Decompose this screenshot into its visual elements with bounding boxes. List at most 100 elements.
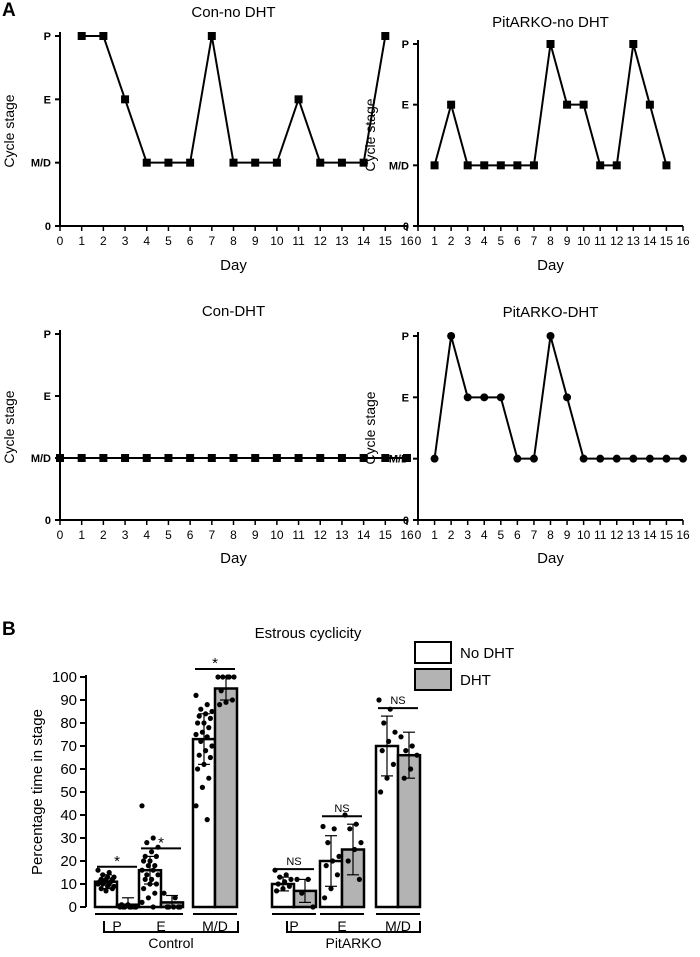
data-point — [100, 881, 106, 887]
data-point — [172, 895, 178, 901]
data-point — [77, 454, 86, 462]
data-point — [229, 454, 238, 462]
y-tick-label: 30 — [60, 830, 77, 847]
x-tick-label: 0 — [57, 528, 64, 542]
data-point — [95, 867, 101, 873]
data-point — [299, 890, 305, 896]
x-tick-label: 0 — [415, 528, 422, 542]
data-point — [217, 702, 223, 708]
data-point — [139, 867, 145, 873]
chart-title: PitARKO-DHT — [503, 304, 599, 321]
data-point — [563, 100, 572, 109]
x-tick-label: 11 — [292, 234, 305, 248]
data-point — [294, 876, 300, 883]
data-point — [229, 697, 235, 703]
data-point — [150, 835, 156, 841]
y-tick-label: E — [44, 94, 51, 106]
x-tick-label: 15 — [379, 528, 393, 542]
data-point — [99, 32, 108, 40]
series-line — [433, 335, 683, 460]
x-tick-label: 3 — [464, 528, 471, 542]
data-point — [612, 454, 621, 463]
data-point — [529, 161, 538, 170]
data-point — [195, 720, 201, 726]
x-tick-label: 10 — [270, 528, 284, 542]
data-point — [275, 881, 281, 887]
x-tick-label: 14 — [643, 528, 657, 542]
data-point — [198, 706, 204, 712]
x-axis-label: Day — [220, 550, 247, 567]
category-label: P — [289, 918, 298, 934]
data-point — [409, 743, 415, 749]
x-tick-label: 10 — [270, 234, 284, 248]
y-tick-label: 0 — [403, 515, 409, 527]
y-tick-label: 60 — [60, 761, 77, 778]
y-tick-label: M/D — [389, 160, 409, 172]
data-point — [251, 454, 260, 462]
x-tick-label: 7 — [208, 234, 215, 248]
data-point — [153, 853, 159, 860]
data-point — [323, 863, 329, 869]
data-point — [322, 895, 328, 901]
x-tick-label: 9 — [252, 234, 259, 248]
data-point — [142, 876, 148, 883]
data-point — [345, 858, 351, 864]
data-point — [629, 454, 638, 463]
x-axis-label: Day — [220, 257, 247, 274]
data-point — [193, 692, 199, 699]
data-point — [579, 100, 588, 109]
data-point — [103, 888, 109, 894]
data-point — [513, 454, 522, 463]
x-tick-label: 3 — [122, 528, 129, 542]
data-point — [529, 454, 538, 463]
data-point — [629, 40, 638, 48]
group-label: Control — [148, 935, 193, 951]
x-tick-label: 3 — [464, 234, 471, 248]
data-point — [358, 840, 364, 846]
data-point — [392, 729, 398, 735]
data-point — [121, 95, 130, 104]
data-point — [109, 886, 115, 892]
data-point — [376, 697, 382, 703]
data-point — [596, 454, 605, 463]
data-point — [209, 708, 215, 715]
data-point — [596, 161, 605, 170]
data-point — [447, 100, 456, 109]
data-point — [325, 840, 331, 846]
data-point — [379, 748, 385, 754]
x-tick-label: 10 — [577, 234, 591, 248]
data-point — [223, 699, 229, 705]
y-tick-label: E — [402, 392, 409, 404]
y-tick-label: M/D — [31, 453, 51, 465]
significance-label: * — [212, 655, 218, 672]
y-tick-label: 100 — [52, 669, 77, 686]
data-point — [272, 454, 281, 462]
data-point — [144, 840, 150, 846]
y-tick-label: 80 — [60, 715, 77, 732]
data-point — [186, 454, 195, 462]
x-tick-label: 12 — [610, 528, 624, 542]
x-tick-label: 2 — [448, 528, 455, 542]
x-tick-label: 11 — [594, 234, 607, 248]
data-point — [480, 393, 489, 402]
category-label: M/D — [385, 918, 411, 934]
x-tick-label: 8 — [547, 528, 554, 542]
y-tick-label: 50 — [60, 784, 77, 801]
y-tick-label: M/D — [31, 158, 51, 170]
data-point — [119, 902, 125, 908]
group-bracket — [103, 921, 239, 933]
data-point — [209, 743, 215, 749]
legend-swatch — [414, 641, 452, 664]
data-point — [144, 872, 150, 878]
data-point — [347, 826, 353, 832]
x-tick-label: 9 — [564, 528, 571, 542]
data-point — [316, 158, 325, 167]
data-point — [390, 761, 396, 768]
data-point — [145, 895, 151, 901]
x-tick-label: 8 — [230, 528, 237, 542]
x-tick-label: 8 — [547, 234, 554, 248]
data-point — [381, 32, 390, 40]
data-point — [320, 823, 326, 830]
data-point — [310, 904, 316, 910]
